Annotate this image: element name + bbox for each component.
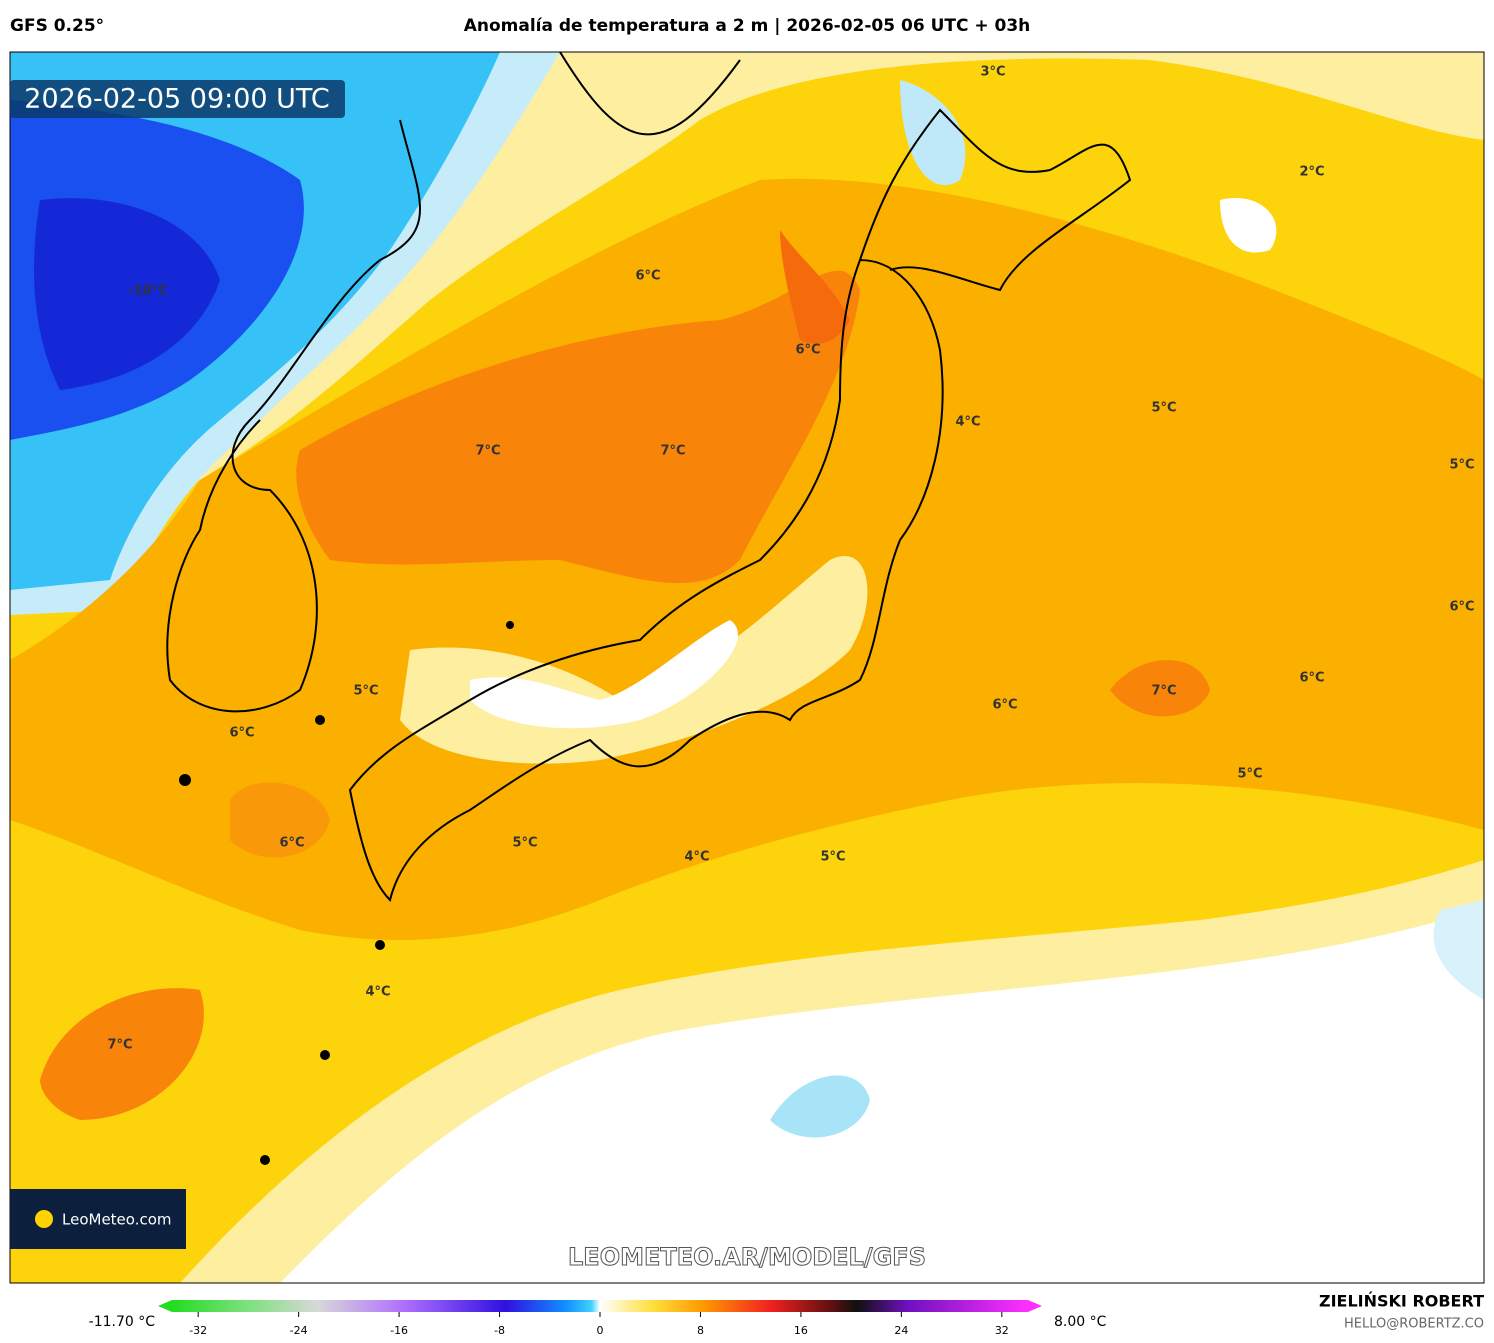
contour-label: 5°C xyxy=(1449,458,1474,473)
watermark: LEOMETEO.AR/MODEL/GFS xyxy=(568,1243,926,1271)
contour-label: 5°C xyxy=(512,836,537,851)
contour-label: 7°C xyxy=(475,444,500,459)
author: ZIELIŃSKI ROBERT xyxy=(1319,1292,1484,1311)
contour-label: 6°C xyxy=(279,836,304,851)
valid-time: 2026-02-05 09:00 UTC xyxy=(24,84,329,115)
colorbar-tick-label: -32 xyxy=(189,1324,207,1337)
logo-sun xyxy=(35,1210,53,1228)
contour-label: 7°C xyxy=(1151,684,1176,699)
contour-label: 4°C xyxy=(684,850,709,865)
colorbar xyxy=(172,1300,1028,1312)
time-badge xyxy=(10,80,345,118)
contour-label: 4°C xyxy=(365,985,390,1000)
map-title: Anomalía de temperatura a 2 m | 2026-02-… xyxy=(464,16,1031,36)
colorbar-tick-label: -8 xyxy=(494,1324,505,1337)
contour-label: 6°C xyxy=(1449,600,1474,615)
contour-label: 6°C xyxy=(992,698,1017,713)
contour-label: 3°C xyxy=(980,65,1005,80)
colorbar-min-label: -11.70 °C xyxy=(89,1314,156,1330)
model-label: GFS 0.25° xyxy=(10,16,104,36)
colorbar-tick-label: 0 xyxy=(597,1324,604,1337)
contour-label: 4°C xyxy=(955,415,980,430)
contour-label: 5°C xyxy=(820,850,845,865)
contour-label: 6°C xyxy=(1299,671,1324,686)
logo: LeoMeteo.com xyxy=(62,1211,172,1229)
contour-label: 6°C xyxy=(635,269,660,284)
colorbar-tick-label: 8 xyxy=(697,1324,704,1337)
colorbar-max-label: 8.00 °C xyxy=(1054,1314,1107,1330)
contour-label: 7°C xyxy=(660,444,685,459)
contour-label: 5°C xyxy=(1237,767,1262,782)
contour-label: -10°C xyxy=(128,284,168,299)
colorbar-tick-label: 16 xyxy=(794,1324,808,1337)
colorbar-tick-label: 32 xyxy=(995,1324,1009,1337)
contour-label: 7°C xyxy=(107,1038,132,1053)
map-field xyxy=(10,52,1484,1283)
contour-label: 2°C xyxy=(1299,165,1324,180)
colorbar-min-arrow xyxy=(158,1300,172,1312)
contact: HELLO@ROBERTZ.CO xyxy=(1344,1317,1484,1332)
colorbar-tick-label: -24 xyxy=(290,1324,308,1337)
colorbar-max-arrow xyxy=(1028,1300,1042,1312)
contour-label: 5°C xyxy=(353,684,378,699)
colorbar-tick-label: 24 xyxy=(894,1324,908,1337)
contour-label: 6°C xyxy=(795,343,820,358)
colorbar-tick-label: -16 xyxy=(390,1324,408,1337)
map-frame xyxy=(9,51,1485,1284)
contour-label: 6°C xyxy=(229,726,254,741)
contour-label: 5°C xyxy=(1151,401,1176,416)
